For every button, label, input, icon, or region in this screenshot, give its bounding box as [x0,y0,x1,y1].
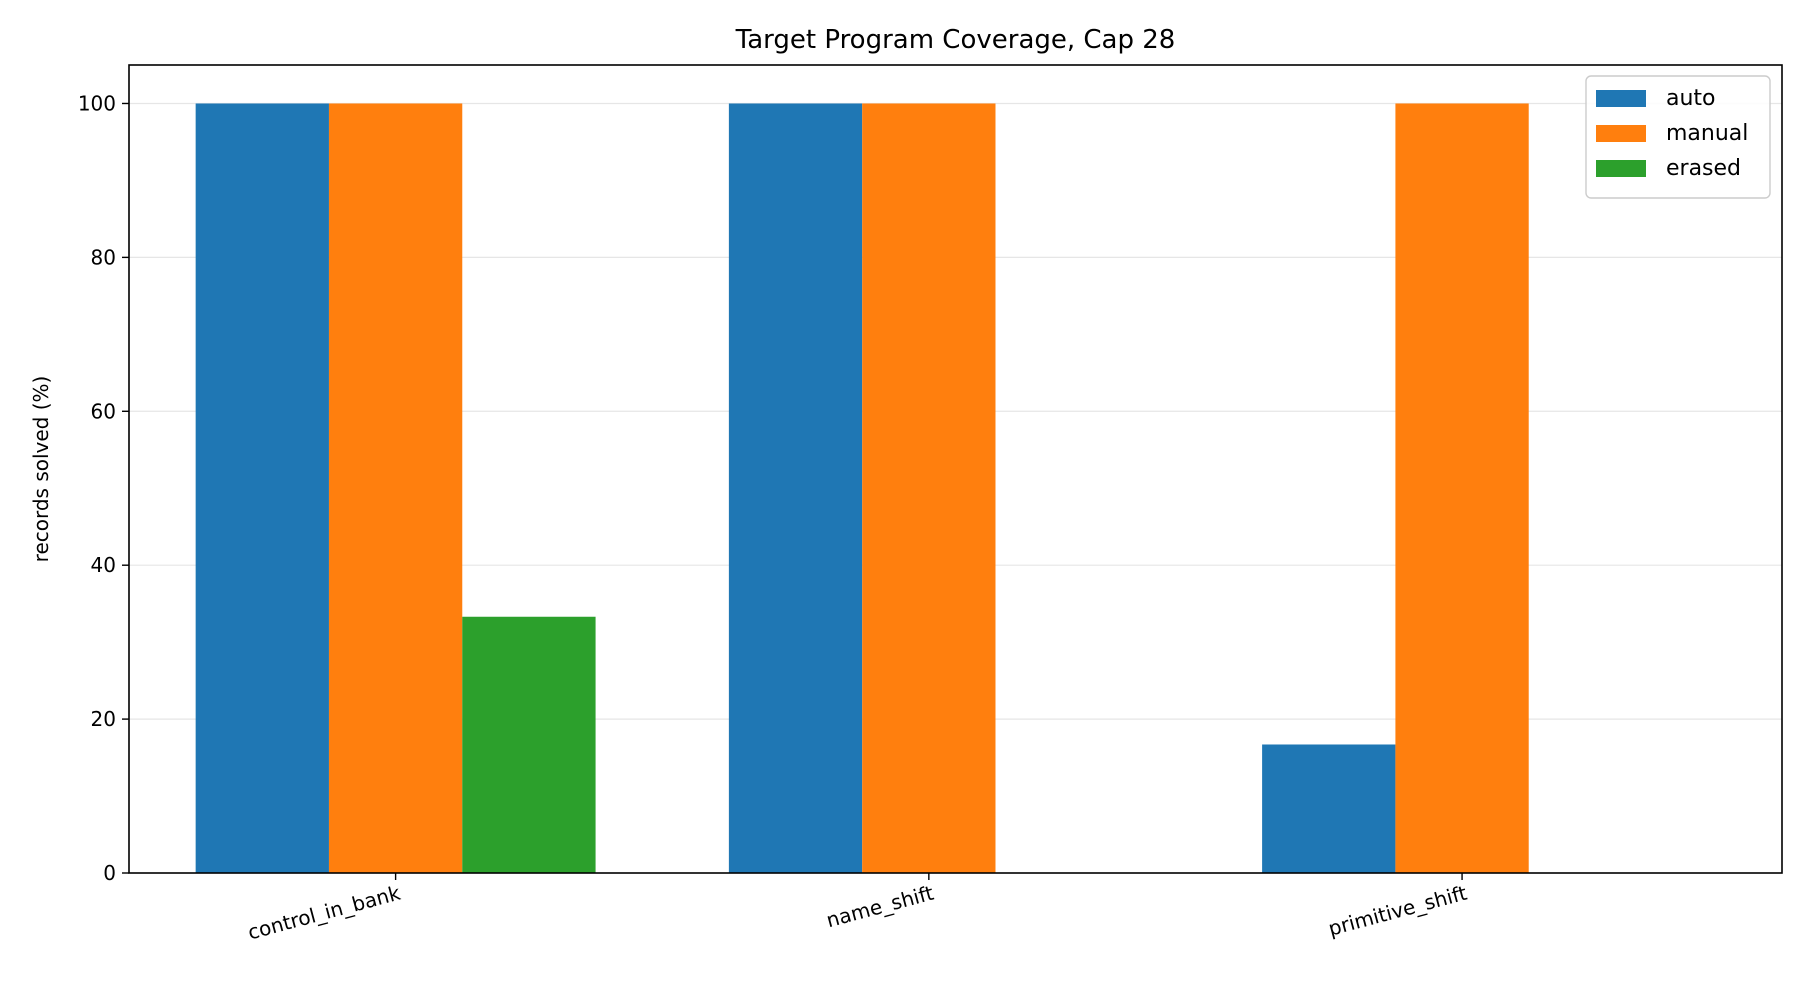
legend-label-auto: auto [1666,86,1716,111]
legend-swatch-erased [1596,160,1646,177]
y-tick-label: 100 [78,91,116,115]
bar-auto-name-shift [728,103,863,873]
bar-manual-control-in-bank [328,103,463,873]
x-axis-ticks: control_in_bank name_shift primitive_shift [245,873,1469,944]
plot-frame [128,64,1783,874]
y-tick-label: 60 [91,399,116,423]
x-tick-label-primitive-shift: primitive_shift [1326,881,1470,941]
legend-swatch-manual [1596,125,1646,142]
y-tick-label: 80 [91,245,116,269]
y-tick-label: 40 [91,553,116,577]
legend-label-erased: erased [1666,156,1741,181]
bar-manual-primitive-shift [1395,103,1529,873]
bars [195,103,1529,873]
y-axis-label: records solved (%) [29,376,53,563]
y-axis-ticks: 0 20 40 60 80 100 [78,91,129,885]
bar-erased-control-in-bank [462,616,596,873]
y-tick-label: 0 [103,861,116,885]
chart-title: Target Program Coverage, Cap 28 [735,25,1176,55]
x-tick-label-name-shift: name_shift [824,881,937,933]
bar-manual-name-shift [862,103,996,873]
legend-label-manual: manual [1666,121,1748,146]
x-tick-label-control-in-bank: control_in_bank [245,881,403,945]
legend-swatch-auto [1596,90,1646,107]
legend: auto manual erased [1585,75,1771,199]
y-tick-label: 20 [91,707,116,731]
bar-auto-primitive-shift [1262,744,1396,873]
bar-auto-control-in-bank [195,103,329,873]
